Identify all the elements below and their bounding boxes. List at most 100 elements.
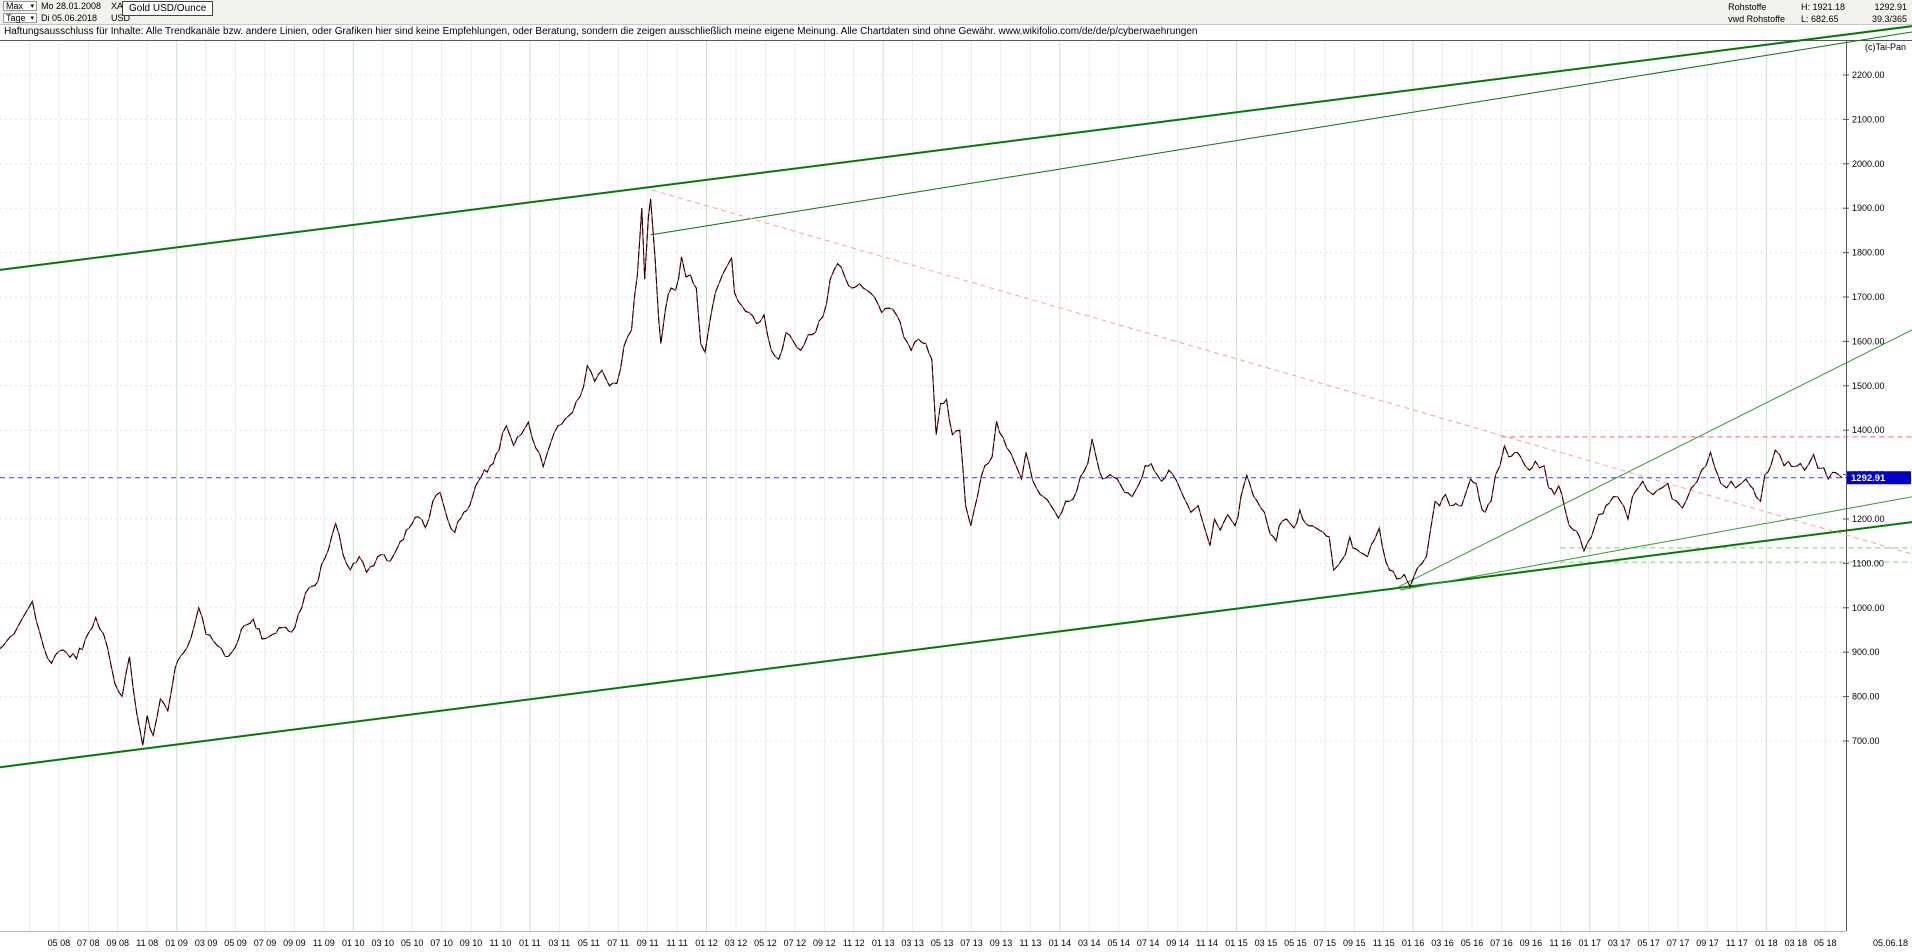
y-tick-label: 1400.00 xyxy=(1852,425,1885,435)
price-series-down-days xyxy=(0,198,1843,746)
chevron-down-icon: ▾ xyxy=(30,14,34,22)
trend-channel-upper-2 xyxy=(650,31,1912,236)
category-label: Rohstoffe xyxy=(1728,2,1767,12)
x-tick-label: 01 17 xyxy=(1578,938,1601,948)
x-tick-label: 07 10 xyxy=(430,938,453,948)
x-tick-label: 05 08 xyxy=(48,938,71,948)
toolbar: Max ▾ Mo 28.01.2008 XAUUSD Tage ▾ Di 05.… xyxy=(0,0,1912,25)
x-tick-label: 03 10 xyxy=(371,938,394,948)
downtrend-from-ath xyxy=(651,189,1912,555)
x-tick-label: 09 17 xyxy=(1696,938,1719,948)
x-tick-label: 11 10 xyxy=(490,938,512,948)
x-tick-label: 11 08 xyxy=(136,938,158,948)
x-tick-label: 05 12 xyxy=(754,938,777,948)
x-tick-label: 07 09 xyxy=(254,938,277,948)
range-dropdown[interactable]: Max ▾ xyxy=(3,1,37,11)
x-tick-label: 01 15 xyxy=(1225,938,1248,948)
x-tick-label: 07 14 xyxy=(1137,938,1160,948)
y-tick-label: 1500.00 xyxy=(1852,381,1885,391)
y-tick-label: 900.00 xyxy=(1852,647,1880,657)
y-tick-label: 1100.00 xyxy=(1852,558,1884,568)
x-tick-label: 09 12 xyxy=(813,938,836,948)
last-price-tag xyxy=(1847,471,1911,485)
currency-label: USD xyxy=(111,13,131,23)
x-tick-label: 07 17 xyxy=(1667,938,1690,948)
x-tick-label: 07 12 xyxy=(784,938,807,948)
period-dropdown[interactable]: Tage ▾ xyxy=(3,13,37,23)
x-tick-label: 01 14 xyxy=(1049,938,1072,948)
x-tick-label: 01 16 xyxy=(1402,938,1425,948)
x-tick-label: 05 13 xyxy=(931,938,954,948)
x-tick-label: 05 16 xyxy=(1461,938,1484,948)
x-tick-label: 11 15 xyxy=(1373,938,1395,948)
x-tick-label: 05 17 xyxy=(1637,938,1660,948)
x-tick-label: 11 16 xyxy=(1549,938,1571,948)
x-tick-label: 01 13 xyxy=(872,938,895,948)
start-date-label: Mo 28.01.2008 xyxy=(41,1,102,11)
provider-label: vwd Rohstoffe xyxy=(1728,14,1785,24)
period-dropdown-label: Tage xyxy=(6,13,26,23)
x-tick-label: 11 17 xyxy=(1726,938,1748,948)
x-tick-label: 07 11 xyxy=(607,938,629,948)
y-tick-label: 800.00 xyxy=(1852,692,1880,702)
x-tick-label: 09 14 xyxy=(1166,938,1189,948)
y-tick-label: 1600.00 xyxy=(1852,336,1885,346)
range-controls: Max ▾ Mo 28.01.2008 XAUUSD Tage ▾ Di 05.… xyxy=(3,1,149,23)
x-tick-label: 07 13 xyxy=(960,938,983,948)
x-tick-label: 05 10 xyxy=(401,938,424,948)
x-tick-label: 01 09 xyxy=(165,938,188,948)
chart-plot: 2200.00 2100.00 2000.00 1900.00 1800.00 1700.… xyxy=(0,25,1912,948)
copyright-label: (c)Tai-Pan xyxy=(1864,42,1906,52)
x-tick-label: 11 12 xyxy=(843,938,865,948)
trend-channel-lower xyxy=(0,521,1912,769)
x-tick-label: 03 18 xyxy=(1785,938,1808,948)
x-tick-label: 09 15 xyxy=(1343,938,1366,948)
x-tick-label: 07 16 xyxy=(1490,938,1513,948)
x-tick-label: 11 13 xyxy=(1019,938,1041,948)
x-tick-label: 09 13 xyxy=(990,938,1013,948)
x-tick-label: 09 09 xyxy=(283,938,306,948)
trend-channel-upper xyxy=(0,25,1912,271)
x-tick-label: 05 18 xyxy=(1814,938,1837,948)
chart-canvas[interactable]: 2200.00 2100.00 2000.00 1900.00 1800.00 1700.… xyxy=(0,25,1912,952)
instrument-label: Gold USD/Ounce xyxy=(122,1,214,16)
last-price-tag-label: 1292.91 xyxy=(1851,473,1886,484)
x-tick-label: 09 16 xyxy=(1520,938,1543,948)
x-tick-label: 03 09 xyxy=(195,938,218,948)
x-tick-label: 07 15 xyxy=(1314,938,1337,948)
y-tick-label: 1700.00 xyxy=(1852,292,1885,302)
x-tick-label: 09 10 xyxy=(460,938,483,948)
x-tick-label: 01 18 xyxy=(1755,938,1778,948)
last-price-header-label: 1292.91 xyxy=(1874,2,1907,12)
x-tick-label: 09 11 xyxy=(637,938,659,948)
x-tick-label: 11 14 xyxy=(1196,938,1218,948)
y-tick-label: 1900.00 xyxy=(1852,203,1885,213)
x-tick-label: 05 15 xyxy=(1284,938,1307,948)
x-tick-label: 01 12 xyxy=(695,938,718,948)
x-tick-label: 03 12 xyxy=(725,938,748,948)
y-tick-label: 1200.00 xyxy=(1852,514,1885,524)
y-tick-label: 1000.00 xyxy=(1852,603,1885,613)
x-tick-label: 03 13 xyxy=(901,938,924,948)
x-axis-end-label: 05.06.18 xyxy=(1873,938,1908,948)
x-tick-label: 05 14 xyxy=(1107,938,1130,948)
x-tick-label: 01 11 xyxy=(519,938,541,948)
x-tick-label: 09 08 xyxy=(106,938,129,948)
y-tick-label: 700.00 xyxy=(1852,736,1880,746)
x-tick-label: 01 10 xyxy=(342,938,365,948)
range-dropdown-label: Max xyxy=(6,1,24,11)
alltime-high-label: H: 1921.18 xyxy=(1800,2,1845,12)
disclaimer-text: Haftungsausschluss für Inhalte: Alle Tre… xyxy=(4,26,1198,37)
x-tick-label: 03 17 xyxy=(1608,938,1631,948)
x-tick-label: 05 11 xyxy=(578,938,600,948)
price-series xyxy=(0,198,1843,746)
x-tick-label: 03 16 xyxy=(1431,938,1454,948)
y-tick-label: 2000.00 xyxy=(1852,159,1885,169)
alltime-low-label: L: 682.65 xyxy=(1800,14,1839,24)
x-tick-label: 03 15 xyxy=(1255,938,1278,948)
stat-label: 39.3/365 xyxy=(1871,14,1907,24)
y-tick-label: 2200.00 xyxy=(1852,70,1885,80)
y-tick-label: 2100.00 xyxy=(1852,114,1885,124)
rising-support-2016 xyxy=(1399,496,1912,591)
